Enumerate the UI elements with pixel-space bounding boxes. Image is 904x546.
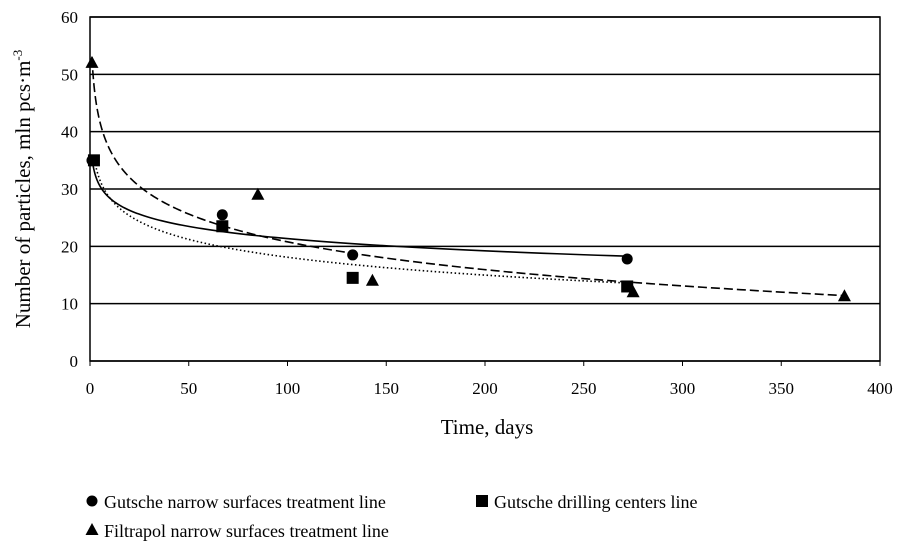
y-tick-label: 50 <box>61 65 78 84</box>
data-point <box>347 249 359 261</box>
y-axis-title-main: Number of particles, mln pcs·m <box>11 61 35 329</box>
x-tick-label: 0 <box>86 379 95 398</box>
x-tick-label: 350 <box>769 379 795 398</box>
data-point <box>621 280 634 293</box>
y-axis-title-sup: -3 <box>10 50 25 61</box>
data-point <box>626 285 640 298</box>
x-axis-title: Time, days <box>441 415 534 439</box>
y-tick-label: 20 <box>61 237 78 256</box>
trendline <box>91 157 628 258</box>
x-tick-label: 100 <box>275 379 301 398</box>
data-point <box>837 289 851 302</box>
data-point <box>87 154 100 167</box>
legend-marker <box>476 495 488 507</box>
y-axis-title: Number of particles, mln pcs·m-3 <box>10 50 35 329</box>
trendline <box>93 156 628 284</box>
data-point <box>251 187 265 200</box>
data-point <box>365 273 379 286</box>
x-tick-label: 200 <box>472 379 498 398</box>
legend-label: Gutsche narrow surfaces treatment line <box>104 492 386 512</box>
x-tick-label: 50 <box>180 379 197 398</box>
y-tick-label: 10 <box>61 295 78 314</box>
y-tick-label: 40 <box>61 123 78 142</box>
y-tick-label: 60 <box>61 8 78 27</box>
legend-label: Gutsche drilling centers line <box>494 492 697 512</box>
legend-marker <box>85 523 99 535</box>
x-tick-label: 400 <box>867 379 893 398</box>
y-tick-label: 0 <box>70 352 79 371</box>
x-tick-label: 250 <box>571 379 597 398</box>
legend-marker <box>86 495 98 507</box>
data-point <box>85 55 99 68</box>
y-tick-label: 30 <box>61 180 78 199</box>
data-point <box>216 220 229 233</box>
data-point <box>216 209 228 221</box>
plot-border <box>89 16 881 362</box>
x-tick-label: 150 <box>374 379 400 398</box>
data-point <box>346 271 359 284</box>
legend-label: Filtrapol narrow surfaces treatment line <box>104 521 389 541</box>
x-tick-label: 300 <box>670 379 696 398</box>
data-point <box>621 253 633 265</box>
trendline <box>91 57 845 297</box>
